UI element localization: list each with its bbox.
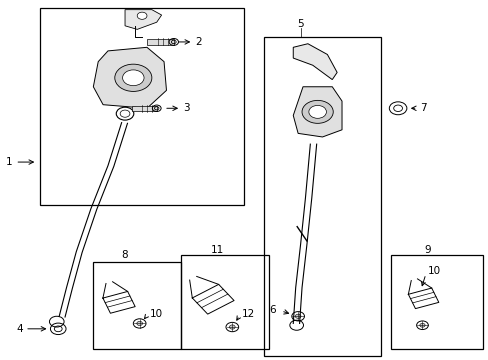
Circle shape xyxy=(308,105,326,118)
Polygon shape xyxy=(125,10,161,30)
Text: 10: 10 xyxy=(427,266,440,276)
Circle shape xyxy=(229,325,235,329)
Circle shape xyxy=(115,64,152,91)
Circle shape xyxy=(295,314,301,318)
Text: 10: 10 xyxy=(149,310,162,319)
Circle shape xyxy=(122,70,144,86)
Polygon shape xyxy=(132,105,157,111)
Polygon shape xyxy=(147,39,173,45)
Text: 12: 12 xyxy=(242,310,255,319)
Text: 11: 11 xyxy=(211,245,224,255)
Text: 1: 1 xyxy=(5,157,12,167)
Text: 3: 3 xyxy=(183,103,190,113)
Circle shape xyxy=(419,323,424,327)
Bar xyxy=(264,37,380,356)
Text: 9: 9 xyxy=(423,245,430,255)
Bar xyxy=(181,255,268,348)
Text: 8: 8 xyxy=(122,250,128,260)
Bar xyxy=(390,255,483,348)
Circle shape xyxy=(302,100,332,123)
Text: 7: 7 xyxy=(419,103,426,113)
Circle shape xyxy=(137,12,147,19)
Text: 6: 6 xyxy=(269,305,276,315)
Polygon shape xyxy=(293,44,336,80)
Polygon shape xyxy=(93,47,166,108)
Bar xyxy=(93,262,181,348)
Text: 2: 2 xyxy=(195,37,202,47)
Polygon shape xyxy=(293,87,341,137)
Circle shape xyxy=(137,321,142,325)
Text: 5: 5 xyxy=(297,19,303,29)
Text: 4: 4 xyxy=(16,324,22,334)
Bar xyxy=(40,8,244,205)
